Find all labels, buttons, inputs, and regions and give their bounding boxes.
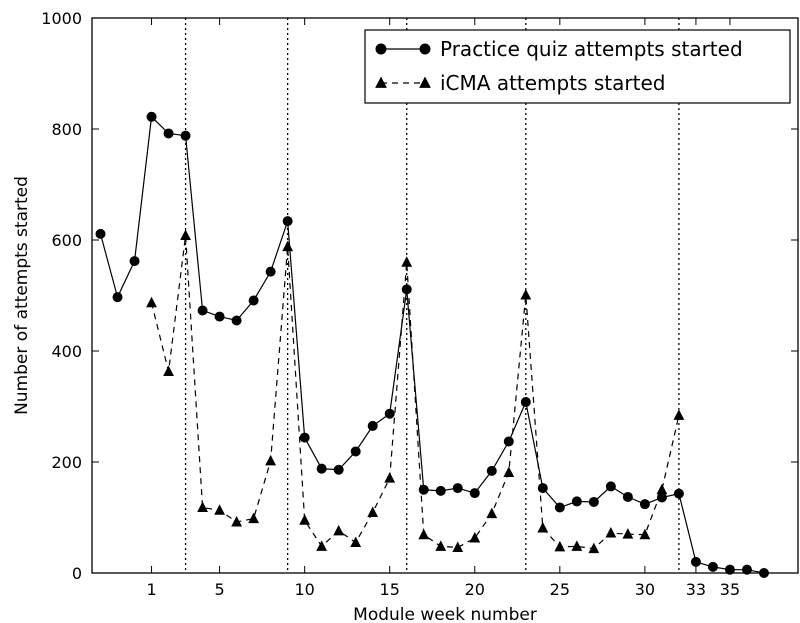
practice-quiz-point [401,284,412,295]
legend-marker-practice [419,43,431,55]
x-tick-label: 30 [635,580,655,599]
practice-quiz-point [707,561,718,572]
icma-point [163,365,174,377]
practice-quiz-point [282,216,293,227]
practice-quiz-point [741,564,752,575]
icma-point [180,229,191,241]
practice-quiz-point [554,502,565,513]
legend-marker-practice [375,43,387,55]
icma-point [350,536,362,547]
practice-quiz-point [350,446,361,457]
icma-point [316,540,328,551]
icma-point [197,501,208,513]
legend-marker-icma [375,76,387,88]
legend-marker-icma [419,76,431,88]
practice-quiz-point [299,432,310,443]
legend-label-icma: iCMA attempts started [440,71,665,95]
x-tick-label: 20 [465,580,485,599]
icma-point [588,542,600,554]
x-axis-label: Module week number [353,605,537,623]
icma-point [673,409,685,420]
practice-quiz-point [197,305,208,316]
icma-point [571,540,583,551]
icma-point [367,506,379,518]
icma-point [248,512,260,524]
icma-point [418,528,430,540]
icma-point [435,540,447,551]
practice-quiz-point [622,491,633,502]
icma-point [146,296,157,308]
icma-point [520,288,532,300]
x-tick-label: 5 [214,580,224,599]
icma-point [605,527,617,538]
practice-quiz-point [367,420,378,431]
practice-quiz-point [163,128,174,139]
practice-quiz-point [112,292,123,303]
icma-point [401,256,413,267]
legend-box [364,29,791,104]
legend-label-practice: Practice quiz attempts started [440,37,743,61]
practice-quiz-point [180,130,191,141]
y-tick-label: 600 [51,231,82,250]
practice-quiz-point [214,311,225,322]
practice-quiz-point [384,408,395,419]
practice-quiz-point [95,228,106,239]
icma-point [231,515,243,527]
icma-point [282,240,294,252]
plot-series [95,111,769,578]
icma-point [622,528,634,539]
practice-quiz-point [469,488,480,499]
practice-quiz-point [486,465,497,476]
icma-point [639,528,651,540]
icma-point [214,504,225,515]
y-tick-label: 0 [72,564,82,583]
y-tick-label: 800 [51,120,82,139]
plot-area-frame [91,17,799,574]
practice-quiz-point [316,463,327,474]
x-tick-label: 25 [550,580,570,599]
practice-quiz-point [588,496,599,507]
practice-quiz-point [129,256,140,267]
y-tick-label: 200 [51,453,82,472]
practice-quiz-point [639,499,650,510]
icma-point [537,522,549,533]
x-tick-label: 10 [294,580,314,599]
practice-quiz-point [673,488,684,499]
icma-point [265,454,277,466]
icma-point [554,540,566,552]
practice-quiz-point [605,481,616,492]
x-tick-label: 1 [146,580,156,599]
x-tick-label: 35 [720,580,740,599]
legend: Practice quiz attempts started iCMA atte… [364,29,791,104]
y-axis-label: Number of attempts started [12,176,32,415]
icma-point [333,524,345,536]
icma-point [299,514,311,525]
x-tick-label: 33 [686,580,706,599]
practice-quiz-point [571,496,582,507]
icma-point [384,472,396,483]
practice-quiz-point [146,111,157,122]
practice-quiz-point [435,485,446,496]
icma-point [486,507,498,519]
y-tick-label: 1000 [41,9,82,28]
practice-quiz-point [265,266,276,277]
practice-quiz-point [520,397,531,408]
practice-quiz-point [333,464,344,475]
x-tick-label: 15 [380,580,400,599]
practice-quiz-point [248,295,259,306]
practice-quiz-line [99,115,765,574]
icma-point [656,483,668,495]
practice-quiz-point [231,315,242,326]
practice-quiz-point [690,556,701,567]
icma-point [503,466,515,478]
icma-point [452,541,464,552]
practice-quiz-point [452,483,463,494]
icma-point [469,532,481,543]
y-tick-label: 400 [51,342,82,361]
